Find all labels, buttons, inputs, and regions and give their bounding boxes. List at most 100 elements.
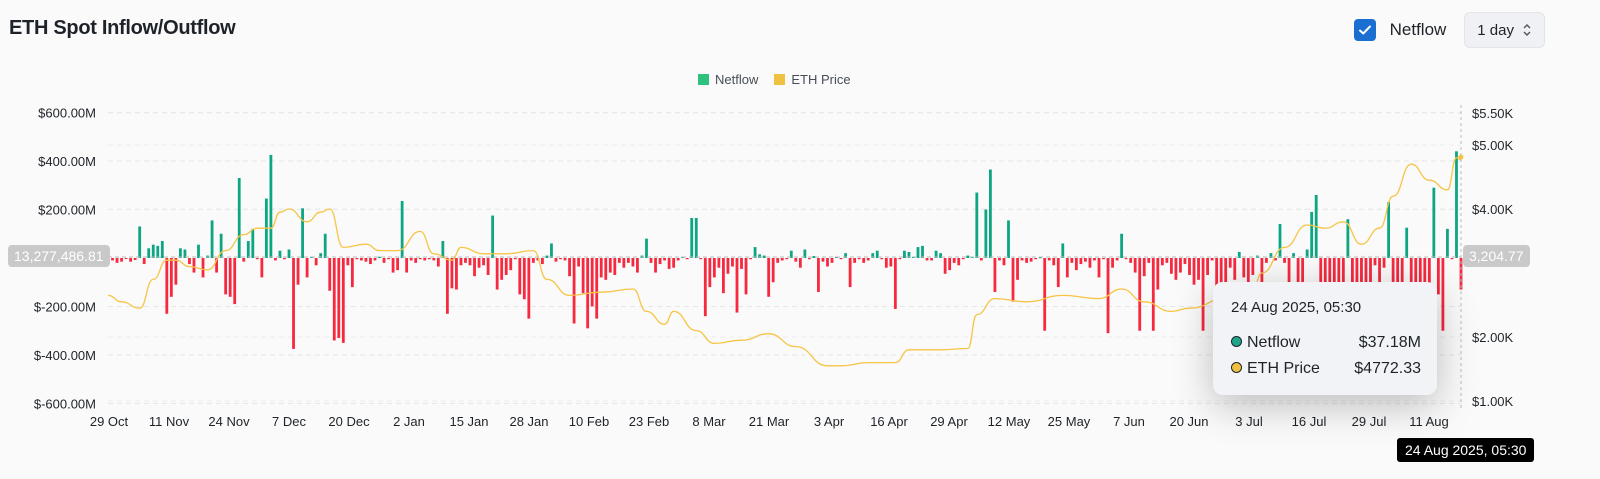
netflow-bar-outflow[interactable] — [527, 258, 531, 319]
netflow-bar-inflow[interactable] — [301, 208, 304, 258]
netflow-bar-outflow[interactable] — [1034, 258, 1038, 260]
netflow-bar-outflow[interactable] — [1111, 258, 1114, 268]
netflow-bar-inflow[interactable] — [545, 255, 549, 258]
netflow-bar-outflow[interactable] — [169, 258, 173, 297]
netflow-bar-outflow[interactable] — [1364, 258, 1368, 292]
netflow-bar-outflow[interactable] — [255, 258, 259, 260]
netflow-bar-outflow[interactable] — [631, 258, 635, 267]
netflow-bar-inflow[interactable] — [156, 245, 160, 258]
netflow-bar-outflow[interactable] — [726, 258, 730, 274]
netflow-bar-outflow[interactable] — [486, 258, 490, 275]
netflow-bar-outflow[interactable] — [1409, 258, 1413, 302]
netflow-bar-outflow[interactable] — [328, 258, 332, 291]
netflow-bar-outflow[interactable] — [993, 258, 997, 292]
netflow-bar-outflow[interactable] — [396, 258, 400, 271]
netflow-bar-outflow[interactable] — [1206, 258, 1209, 275]
netflow-bar-outflow[interactable] — [464, 258, 467, 263]
netflow-bar-outflow[interactable] — [432, 258, 436, 261]
netflow-bar-outflow[interactable] — [613, 258, 617, 275]
netflow-bar-outflow[interactable] — [509, 258, 513, 271]
netflow-bar-inflow[interactable] — [147, 248, 151, 258]
netflow-bar-inflow[interactable] — [934, 250, 938, 258]
netflow-bar-outflow[interactable] — [142, 258, 146, 265]
netflow-bar-outflow[interactable] — [473, 258, 476, 277]
netflow-bar-outflow[interactable] — [355, 258, 359, 260]
netflow-bar-outflow[interactable] — [1197, 258, 1200, 280]
netflow-bar-outflow[interactable] — [559, 258, 562, 260]
netflow-bar-outflow[interactable] — [780, 258, 784, 261]
netflow-bar-outflow[interactable] — [133, 258, 137, 260]
netflow-bar-outflow[interactable] — [341, 258, 345, 343]
netflow-bar-outflow[interactable] — [731, 258, 734, 267]
netflow-bar-outflow[interactable] — [436, 258, 440, 267]
netflow-bar-outflow[interactable] — [531, 258, 535, 263]
netflow-bar-outflow[interactable] — [708, 258, 712, 288]
netflow-bar-outflow[interactable] — [1084, 258, 1087, 262]
netflow-bar-outflow[interactable] — [192, 258, 196, 273]
netflow-bar-outflow[interactable] — [817, 258, 820, 292]
netflow-bar-outflow[interactable] — [595, 258, 599, 319]
netflow-bar-outflow[interactable] — [1391, 258, 1395, 292]
netflow-bar-outflow[interactable] — [952, 258, 956, 263]
netflow-bar-outflow[interactable] — [749, 258, 752, 260]
netflow-bar-outflow[interactable] — [1242, 258, 1246, 278]
netflow-bar-outflow[interactable] — [857, 258, 861, 260]
netflow-bar-inflow[interactable] — [219, 233, 223, 258]
netflow-bar-outflow[interactable] — [740, 258, 743, 269]
netflow-bar-outflow[interactable] — [1179, 258, 1182, 273]
netflow-bar-outflow[interactable] — [649, 258, 653, 263]
netflow-bar-outflow[interactable] — [1350, 258, 1354, 295]
legend-eth-price[interactable]: ETH Price — [774, 72, 851, 87]
netflow-bar-outflow[interactable] — [1169, 258, 1173, 274]
netflow-bar-inflow[interactable] — [758, 254, 762, 258]
netflow-bar-outflow[interactable] — [898, 258, 902, 260]
netflow-bar-outflow[interactable] — [1369, 258, 1372, 283]
netflow-bar-inflow[interactable] — [875, 250, 879, 258]
netflow-bar-inflow[interactable] — [319, 253, 323, 258]
netflow-checkbox-label[interactable]: Netflow — [1389, 20, 1447, 39]
netflow-bar-outflow[interactable] — [1450, 258, 1454, 260]
netflow-bar-inflow[interactable] — [550, 243, 553, 258]
netflow-bar-outflow[interactable] — [1337, 258, 1341, 295]
netflow-bar-outflow[interactable] — [839, 258, 843, 260]
netflow-bar-inflow[interactable] — [966, 255, 970, 258]
netflow-bar-outflow[interactable] — [1052, 258, 1056, 266]
netflow-bar-outflow[interactable] — [1219, 258, 1223, 283]
netflow-bar-outflow[interactable] — [893, 258, 897, 309]
netflow-bar-outflow[interactable] — [1025, 258, 1028, 263]
netflow-bar-outflow[interactable] — [369, 258, 372, 265]
netflow-bar-inflow[interactable] — [400, 201, 404, 258]
netflow-bar-outflow[interactable] — [1102, 258, 1105, 260]
netflow-bar-inflow[interactable] — [1292, 253, 1295, 258]
netflow-bar-outflow[interactable] — [1328, 258, 1332, 290]
netflow-bar-outflow[interactable] — [346, 258, 350, 266]
netflow-bar-inflow[interactable] — [1455, 151, 1458, 258]
netflow-bar-outflow[interactable] — [1423, 258, 1427, 297]
netflow-bar-inflow[interactable] — [921, 245, 924, 258]
netflow-bar-outflow[interactable] — [581, 258, 585, 294]
netflow-bar-outflow[interactable] — [120, 258, 123, 262]
legend-netflow[interactable]: Netflow — [698, 72, 758, 87]
netflow-bar-outflow[interactable] — [1233, 258, 1237, 280]
netflow-bar-inflow[interactable] — [1305, 249, 1309, 258]
netflow-bar-outflow[interactable] — [826, 258, 829, 267]
netflow-bar-outflow[interactable] — [685, 258, 689, 260]
netflow-bar-outflow[interactable] — [776, 258, 780, 263]
netflow-bar-inflow[interactable] — [1007, 220, 1010, 258]
netflow-bar-outflow[interactable] — [1201, 258, 1205, 331]
netflow-bar-outflow[interactable] — [504, 258, 508, 275]
netflow-bar-outflow[interactable] — [771, 258, 775, 283]
netflow-bar-inflow[interactable] — [378, 256, 381, 258]
netflow-bar-outflow[interactable] — [115, 258, 119, 263]
netflow-bar-inflow[interactable] — [789, 250, 793, 258]
netflow-bar-outflow[interactable] — [215, 258, 219, 273]
netflow-bar-inflow[interactable] — [323, 233, 327, 258]
netflow-bar-outflow[interactable] — [1210, 258, 1214, 261]
netflow-bar-outflow[interactable] — [1260, 258, 1264, 285]
netflow-bar-outflow[interactable] — [703, 258, 707, 317]
netflow-bar-inflow[interactable] — [278, 250, 282, 258]
netflow-bar-outflow[interactable] — [1056, 258, 1060, 288]
netflow-bar-outflow[interactable] — [450, 258, 454, 289]
netflow-bar-outflow[interactable] — [409, 258, 413, 261]
